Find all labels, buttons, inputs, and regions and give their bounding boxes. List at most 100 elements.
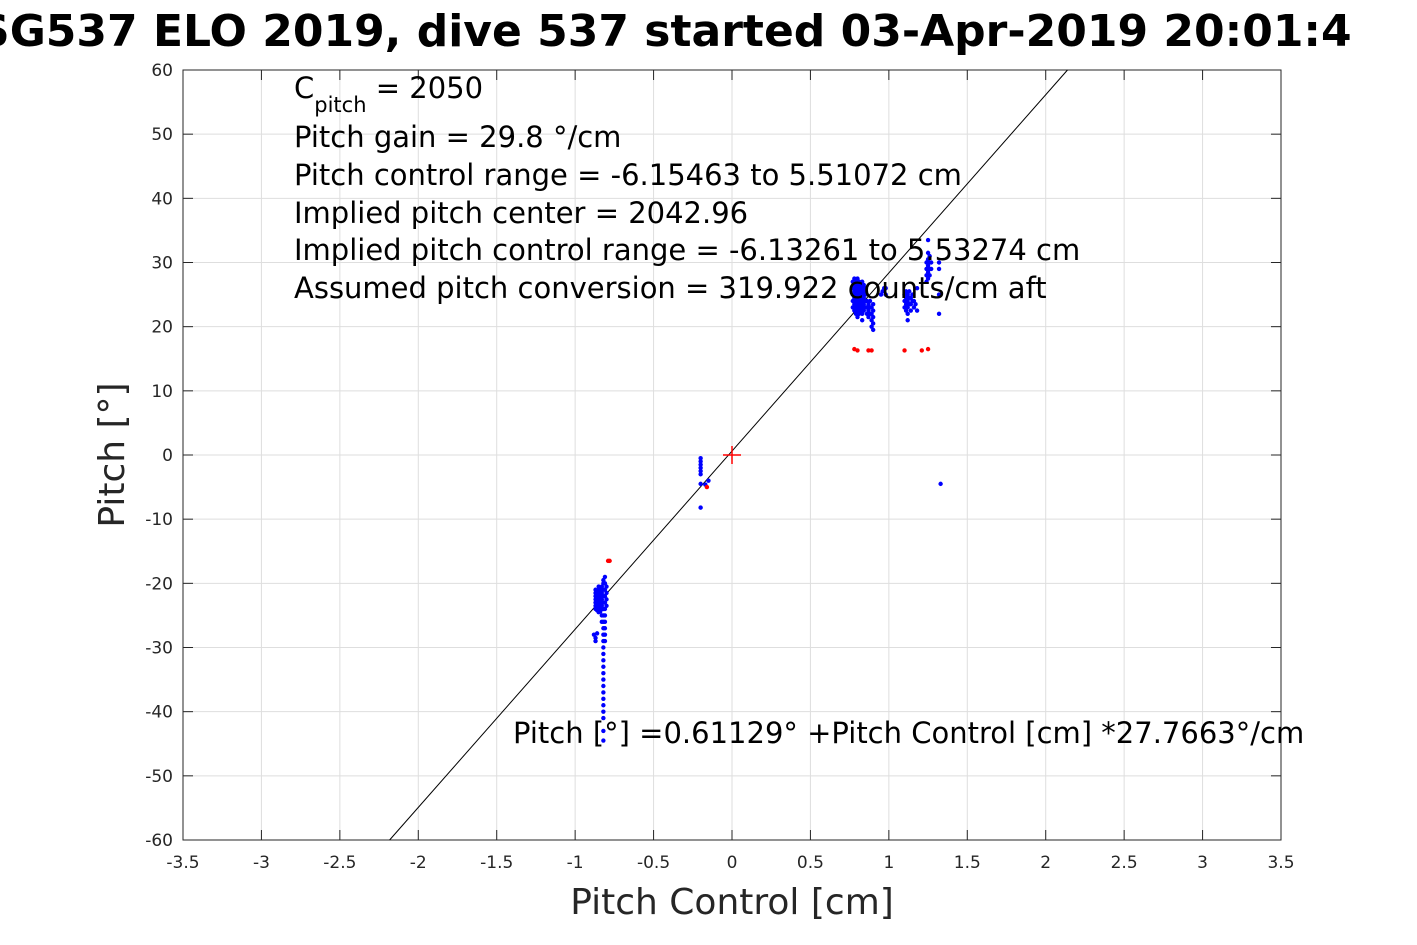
series-0-point <box>602 632 608 637</box>
series-0-point <box>601 728 606 734</box>
annotations: Cpitch = 2050 Pitch gain = 29.8 °/cm Pit… <box>294 71 1304 750</box>
y-tick-label: -60 <box>145 831 173 851</box>
y-axis-label: Pitch [°] <box>92 382 133 527</box>
series-0-point <box>602 638 608 644</box>
x-tick-label: -0.5 <box>637 853 670 873</box>
series-0-point <box>863 292 868 297</box>
series-0-point <box>601 703 606 708</box>
series-0-point <box>601 738 606 743</box>
x-tick-label: -3.5 <box>166 853 199 873</box>
series-0-point <box>601 664 606 669</box>
series-0-point <box>604 590 609 596</box>
x-tick-label: 2 <box>1040 853 1051 873</box>
series-0-point <box>863 285 868 291</box>
x-tick-label: 3 <box>1197 853 1208 873</box>
series-0-point <box>604 603 609 608</box>
plot-frame <box>182 69 1282 841</box>
y-tick-label: 40 <box>151 189 173 209</box>
scatter-points <box>591 237 943 743</box>
series-0-point <box>929 266 934 272</box>
series-0-point <box>913 302 918 307</box>
series-0-point <box>698 505 703 510</box>
series-0-point <box>859 318 865 323</box>
chart-title-text: SG537 ELO 2019, dive 537 started 03-Apr-… <box>0 6 1352 57</box>
series-0-point <box>870 321 876 326</box>
y-tick-label: 60 <box>151 61 173 81</box>
x-tick-label: 0.5 <box>797 853 824 873</box>
series-0-point <box>870 314 876 320</box>
x-tick-label: -1.5 <box>480 853 513 873</box>
series-0-point <box>914 285 920 291</box>
series-0-point <box>938 481 943 487</box>
series-0-point <box>867 298 873 304</box>
series-0-point <box>593 638 598 644</box>
c-pitch-annotation: Cpitch = 2050 <box>294 71 483 117</box>
y-tick-label: 20 <box>151 318 173 338</box>
series-0-point <box>936 292 942 297</box>
assumed-pitch-conversion-annotation: Assumed pitch conversion = 319.922 count… <box>294 271 1047 305</box>
series-0-point <box>602 574 608 580</box>
series-0-point <box>602 626 608 631</box>
series-0-point <box>698 465 703 471</box>
series-0-point <box>698 462 703 467</box>
series-0-point <box>601 658 606 663</box>
series-0-point <box>936 260 942 265</box>
series-0-point <box>593 635 598 641</box>
series-0-point <box>908 308 914 313</box>
series-0-point <box>936 311 942 317</box>
axes-box <box>182 69 1282 841</box>
y-tick-label: -30 <box>145 639 173 659</box>
x-tick-label: -1 <box>567 853 584 873</box>
series-0-point <box>602 619 608 625</box>
series-0-point <box>929 260 934 265</box>
series-0-point <box>601 715 606 721</box>
series-0-point <box>601 683 606 689</box>
y-tick-label: -20 <box>145 574 173 594</box>
x-tick-label: 0 <box>727 853 738 873</box>
x-tick-label: 3.5 <box>1267 853 1294 873</box>
series-0-point <box>907 289 912 294</box>
x-tick-label: -2 <box>410 853 427 873</box>
y-tick-label: -40 <box>145 703 173 723</box>
c-pitch-value: = 2050 <box>367 71 484 105</box>
series-0-point <box>601 651 606 657</box>
series-0-point <box>698 456 703 461</box>
x-tick-label: 1 <box>883 853 894 873</box>
series-0-point <box>604 584 609 589</box>
series-0-point <box>870 302 876 307</box>
series-0-point <box>910 292 915 297</box>
series-0-point <box>925 237 931 243</box>
series-0-point <box>602 613 608 618</box>
series-1-point <box>919 348 924 353</box>
series-0-point <box>698 481 703 487</box>
pitch-gain-annotation: Pitch gain = 29.8 °/cm <box>294 120 621 154</box>
x-axis-label: Pitch Control [cm] <box>570 882 894 923</box>
pitch-control-range-annotation: Pitch control range = -6.15463 to 5.5107… <box>294 158 962 192</box>
series-1-point <box>704 484 710 490</box>
y-tick-label: 10 <box>151 382 173 402</box>
series-0-point <box>914 308 920 313</box>
series-0-point <box>706 478 711 483</box>
tick-labels: -3.5 -3 -2.5 -2 -1.5 -1 -0.5 0 0.5 1 1.5 2 2.5 3 3.5 -6… <box>145 61 1294 873</box>
series-0-point <box>927 273 932 278</box>
c-pitch-subscript: pitch <box>314 93 366 117</box>
series-0-point <box>594 631 600 636</box>
series-1-point <box>869 348 874 353</box>
series-0-point <box>883 292 888 297</box>
chart-title: SG537 ELO 2019, dive 537 started 03-Apr-… <box>0 6 1417 58</box>
series-0-point <box>883 285 888 291</box>
series-0-point <box>601 670 606 676</box>
series-0-point <box>698 472 703 477</box>
implied-pitch-control-range-annotation: Implied pitch control range = -6.13261 t… <box>294 233 1080 267</box>
series-0-point <box>905 318 910 323</box>
series-1-point <box>902 348 907 353</box>
series-0-point <box>601 696 606 702</box>
series-0-point <box>927 253 932 259</box>
c-pitch-base: C <box>294 71 314 105</box>
series-0-point <box>601 645 606 650</box>
x-tick-label: 1.5 <box>954 853 981 873</box>
implied-pitch-center-annotation: Implied pitch center = 2042.96 <box>294 196 748 230</box>
y-tick-label: -50 <box>145 767 173 787</box>
series-0-point <box>601 709 606 714</box>
